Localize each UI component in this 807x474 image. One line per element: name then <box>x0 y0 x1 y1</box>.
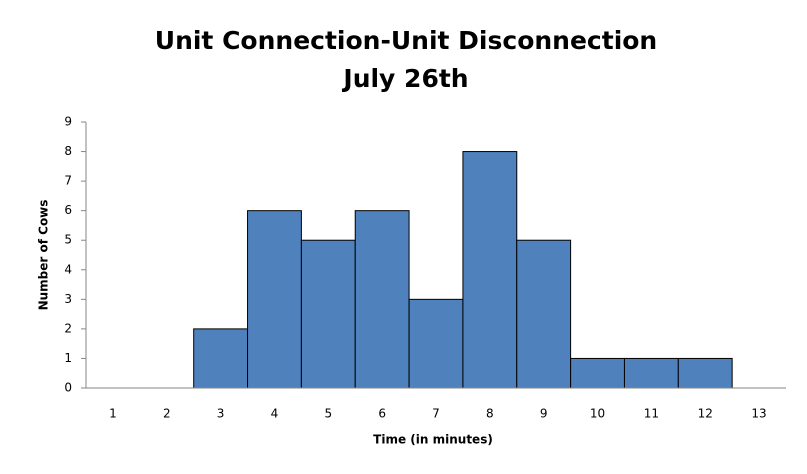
y-tick-label: 7 <box>64 174 72 188</box>
y-tick-label: 5 <box>64 233 72 247</box>
y-tick-label: 6 <box>64 203 72 217</box>
x-tick-label: 1 <box>109 407 117 421</box>
bar <box>570 357 625 389</box>
y-tick-label: 9 <box>64 115 72 129</box>
x-tick-label: 12 <box>698 407 713 421</box>
bar <box>247 210 302 389</box>
y-tick-label: 8 <box>64 144 72 158</box>
chart-title: Unit Connection-Unit Disconnection <box>155 26 657 55</box>
bar <box>193 328 249 389</box>
x-tick-label: 6 <box>378 407 386 421</box>
chart-subtitle: July 26th <box>341 64 468 93</box>
bar <box>462 151 518 389</box>
x-tick-label: 2 <box>163 407 171 421</box>
x-tick-label: 10 <box>590 407 605 421</box>
bar <box>516 239 572 389</box>
x-tick-label: 4 <box>271 407 279 421</box>
y-axis-title: Number of Cows <box>37 200 51 311</box>
y-tick-label: 2 <box>64 321 72 335</box>
x-tick-label: 7 <box>432 407 440 421</box>
bar <box>300 239 356 389</box>
x-tick-label: 11 <box>644 407 659 421</box>
y-tick-label: 0 <box>64 381 72 395</box>
y-tick-label: 3 <box>64 292 72 306</box>
x-tick-label: 9 <box>540 407 548 421</box>
bar <box>623 357 679 389</box>
x-tick-label: 3 <box>217 407 225 421</box>
y-tick-label: 1 <box>64 351 72 365</box>
bar <box>354 210 410 389</box>
bar <box>677 357 733 389</box>
bar <box>408 298 464 389</box>
x-tick-label: 5 <box>324 407 332 421</box>
y-tick-label: 4 <box>64 262 72 276</box>
x-axis-title: Time (in minutes) <box>373 433 493 447</box>
x-tick-label: 13 <box>751 407 766 421</box>
x-tick-label: 8 <box>486 407 494 421</box>
